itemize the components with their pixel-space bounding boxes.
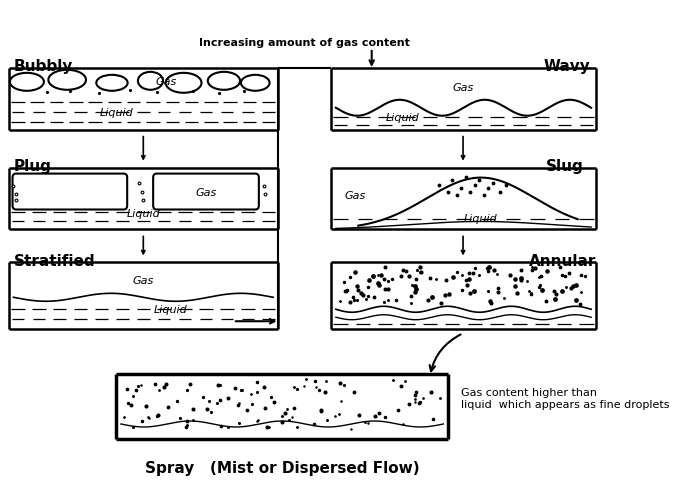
Text: Gas: Gas [133, 276, 154, 287]
Text: Spray   (Mist or Dispersed Flow): Spray (Mist or Dispersed Flow) [145, 461, 419, 476]
Text: Plug: Plug [13, 159, 51, 174]
Text: Gas: Gas [345, 191, 366, 201]
Text: Liquid: Liquid [464, 215, 498, 225]
Text: Gas: Gas [453, 83, 473, 93]
Text: Liquid: Liquid [126, 209, 160, 219]
Text: Liquid: Liquid [153, 305, 187, 315]
Text: Stratified: Stratified [13, 254, 95, 269]
Text: Slug: Slug [547, 159, 584, 174]
Text: Gas: Gas [196, 188, 216, 198]
Text: Increasing amount of gas content: Increasing amount of gas content [199, 38, 410, 48]
Text: Gas content higher than
liquid  which appears as fine droplets: Gas content higher than liquid which app… [462, 388, 670, 410]
Text: Annular: Annular [529, 254, 596, 269]
Text: Gas: Gas [155, 77, 176, 87]
Text: Bubbly: Bubbly [13, 60, 73, 74]
Text: Liquid: Liquid [100, 108, 133, 118]
Text: Wavy: Wavy [544, 60, 590, 74]
Text: Liquid: Liquid [386, 113, 420, 123]
